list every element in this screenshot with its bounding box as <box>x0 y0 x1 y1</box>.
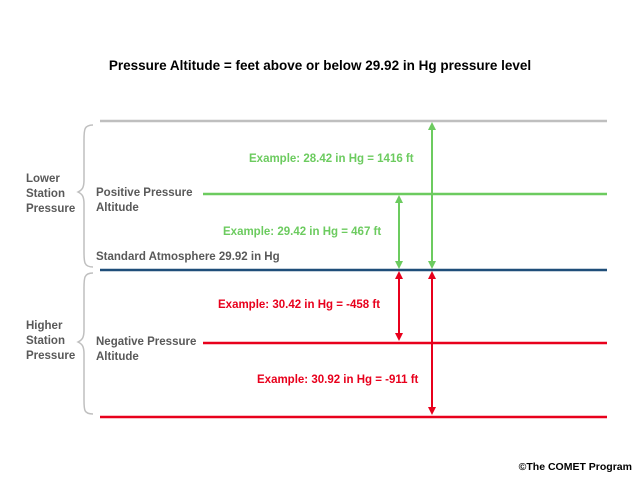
example-28-42-label: Example: 28.42 in Hg = 1416 ft <box>249 153 414 165</box>
lower-label-line-3: Pressure <box>26 203 76 215</box>
positive-label-line-2: Altitude <box>96 202 139 214</box>
lower-label-line-1: Lower <box>26 173 60 185</box>
lower-station-pressure-label: Lower Station Pressure <box>26 172 75 217</box>
higher-label-line-2: Station <box>26 335 65 347</box>
example-30-42-label: Example: 30.42 in Hg = -458 ft <box>218 299 381 311</box>
lower-label-line-2: Station <box>26 188 65 200</box>
higher-label-line-3: Pressure <box>26 350 76 362</box>
negative-label-line-1: Negative Pressure <box>96 336 197 348</box>
higher-label-line-1: Higher <box>26 320 63 332</box>
copyright-credit: ©The COMET Program <box>518 461 632 473</box>
positive-label-line-1: Positive Pressure <box>96 187 193 199</box>
negative-label-line-2: Altitude <box>96 351 139 363</box>
positive-pressure-altitude-label: Positive Pressure Altitude <box>96 186 193 216</box>
diagram-title: Pressure Altitude = feet above or below … <box>108 58 532 73</box>
example-29-42-label: Example: 29.42 in Hg = 467 ft <box>223 226 382 238</box>
higher-station-pressure-brace <box>76 272 94 415</box>
higher-station-pressure-label: Higher Station Pressure <box>26 319 75 364</box>
standard-atmosphere-label: Standard Atmosphere 29.92 in Hg <box>96 251 280 263</box>
negative-pressure-altitude-label: Negative Pressure Altitude <box>96 335 196 365</box>
lower-station-pressure-brace <box>76 124 94 268</box>
example-30-92-label: Example: 30.92 in Hg = -911 ft <box>257 374 419 386</box>
